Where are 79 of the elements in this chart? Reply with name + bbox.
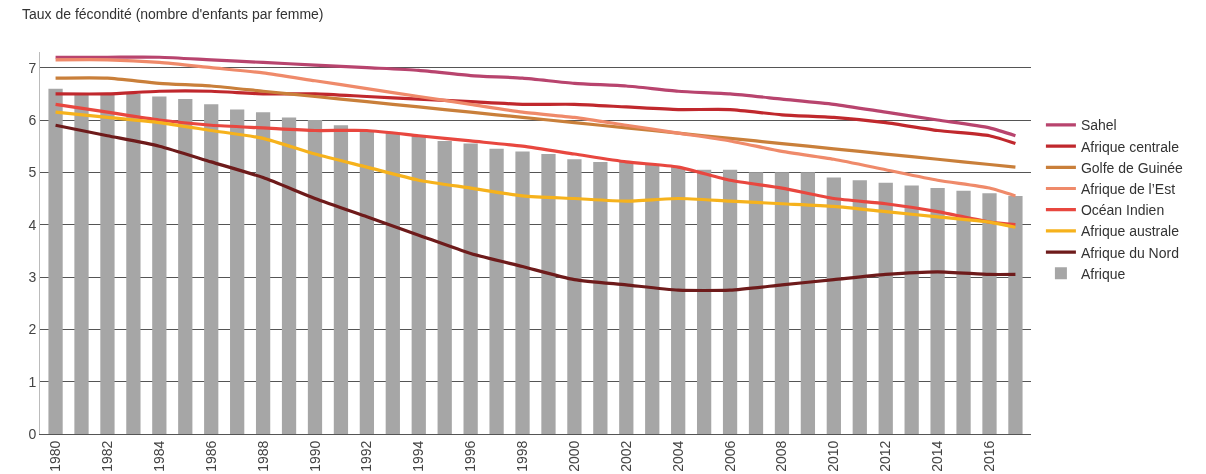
x-tick-label: 1992 — [358, 440, 375, 472]
x-tick-label: 1996 — [462, 440, 479, 472]
bar — [567, 159, 582, 434]
bar — [982, 193, 997, 434]
legend-label: Afrique — [1080, 265, 1126, 282]
x-tick-label: 1994 — [410, 440, 427, 472]
bar — [126, 93, 141, 434]
legend-label: Océan Indien — [1080, 202, 1165, 219]
bar — [722, 169, 738, 434]
y-tick-label: 0 — [28, 425, 37, 442]
bar — [281, 117, 297, 434]
bar — [48, 88, 63, 434]
x-tick-label: 2012 — [877, 440, 894, 472]
bar — [852, 180, 867, 434]
y-tick-label: 5 — [28, 164, 37, 181]
x-tick-label: 2004 — [669, 440, 686, 472]
y-axis-title: Taux de fécondité (nombre d'enfants par femme) — [22, 6, 324, 22]
bar — [696, 169, 712, 434]
bar — [385, 133, 400, 434]
x-tick-label: 1998 — [514, 440, 531, 472]
line-series — [53, 123, 1018, 293]
bar — [74, 93, 89, 434]
bar — [645, 164, 660, 434]
x-tick-label: 1990 — [306, 440, 323, 472]
bar — [826, 177, 841, 434]
x-tick-label: 1986 — [202, 440, 219, 472]
bar — [930, 188, 945, 434]
bar — [152, 96, 167, 434]
legend-label: Afrique de l’Est — [1080, 180, 1176, 197]
bar — [1008, 195, 1023, 434]
y-tick-label: 2 — [28, 321, 37, 338]
bar — [204, 104, 219, 434]
bar — [619, 161, 634, 434]
x-tick-label: 2000 — [565, 440, 582, 472]
bar — [333, 125, 349, 434]
bar — [359, 130, 375, 434]
bar — [178, 99, 193, 434]
bar — [230, 109, 245, 434]
bar — [489, 148, 504, 434]
x-tick-label: 2006 — [721, 440, 738, 472]
line-series — [53, 58, 1018, 198]
bar — [541, 154, 556, 434]
line-series — [53, 76, 1018, 169]
y-tick-label: 7 — [28, 59, 37, 76]
legend-label: Golfe de Guinée — [1080, 159, 1184, 176]
bar — [774, 172, 790, 434]
y-tick-label: 4 — [28, 216, 37, 233]
bar — [956, 190, 971, 434]
bar — [411, 135, 426, 434]
bar — [878, 182, 893, 434]
bar — [437, 140, 452, 434]
line-series — [53, 89, 1018, 146]
legend-label: Afrique du Nord — [1080, 244, 1179, 261]
bar — [255, 112, 271, 434]
x-tick-label: 2010 — [825, 440, 842, 472]
legend-label: Sahel — [1080, 117, 1117, 134]
bar — [307, 120, 323, 434]
x-tick-label: 1984 — [150, 440, 167, 472]
x-tick-label: 2014 — [929, 440, 946, 472]
legend-label: Afrique centrale — [1080, 138, 1180, 155]
bar — [748, 172, 764, 434]
x-tick-label: 2002 — [617, 440, 634, 472]
bar — [593, 161, 608, 434]
x-tick-label: 2016 — [981, 440, 998, 472]
bar — [515, 151, 530, 434]
legend-label: Afrique australe — [1080, 223, 1180, 240]
bar — [800, 172, 816, 434]
y-tick-label: 6 — [28, 111, 37, 128]
x-tick-label: 2008 — [773, 440, 790, 472]
bar — [100, 93, 115, 434]
bar — [463, 143, 478, 434]
line-series — [53, 55, 1018, 138]
x-tick-label: 1982 — [99, 440, 115, 472]
x-tick-label: 1988 — [254, 440, 271, 472]
x-tick-label: 1980 — [47, 440, 64, 472]
y-tick-label: 1 — [28, 373, 37, 390]
y-tick-label: 3 — [28, 268, 37, 285]
bar — [904, 185, 919, 434]
bar — [671, 167, 686, 434]
